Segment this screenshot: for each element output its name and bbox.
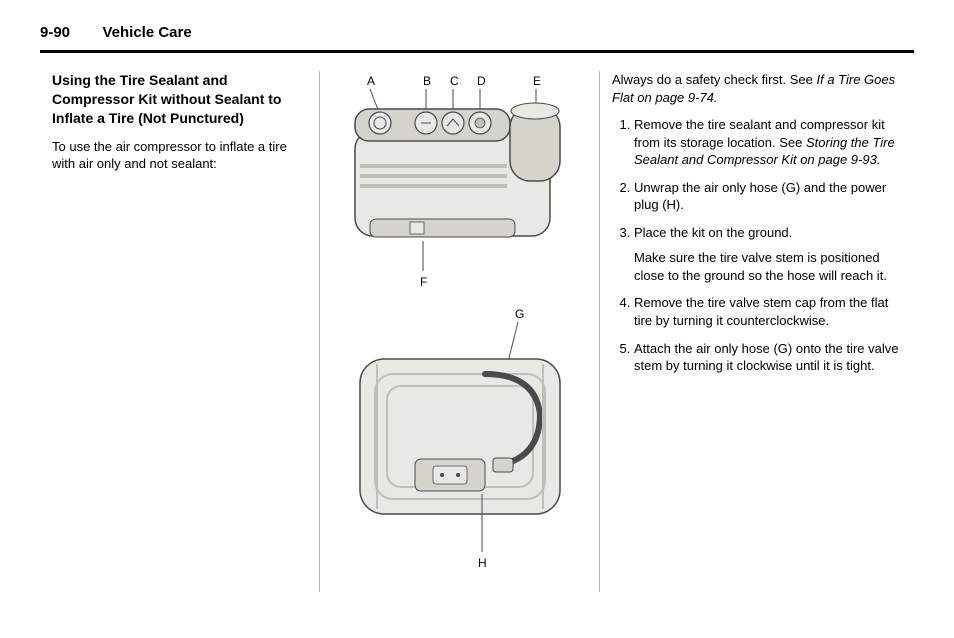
label-e: E: [533, 74, 541, 88]
step-3: Place the kit on the ground. Make sure t…: [634, 224, 902, 285]
label-f: F: [420, 275, 427, 289]
page-header: 9-90 Vehicle Care: [40, 24, 914, 53]
step-2: Unwrap the air only hose (G) and the pow…: [634, 179, 902, 214]
body-text: To use the air compressor to inflate a t…: [52, 138, 307, 173]
compressor-bottom-diagram: G H: [335, 304, 585, 584]
label-b: B: [423, 74, 431, 88]
label-h: H: [478, 556, 487, 570]
left-column: Using the Tire Sealant and Compressor Ki…: [40, 71, 320, 592]
intro-text: Always do a safety check first. See If a…: [612, 71, 902, 106]
subheading: Using the Tire Sealant and Compressor Ki…: [52, 71, 307, 128]
step-4: Remove the tire valve stem cap from the …: [634, 294, 902, 329]
steps-list: Remove the tire sealant and compressor k…: [612, 116, 902, 375]
content-columns: Using the Tire Sealant and Compressor Ki…: [40, 71, 914, 592]
label-a: A: [367, 74, 375, 88]
compressor-top-diagram: A B C D E: [335, 71, 585, 296]
step-3b: Make sure the tire valve stem is positio…: [634, 249, 902, 284]
step-1: Remove the tire sealant and compressor k…: [634, 116, 902, 169]
right-column: Always do a safety check first. See If a…: [600, 71, 914, 592]
label-c: C: [450, 74, 459, 88]
intro-plain: Always do a safety check first. See: [612, 72, 816, 87]
manual-page: 9-90 Vehicle Care Using the Tire Sealant…: [0, 0, 954, 616]
step-5: Attach the air only hose (G) onto the ti…: [634, 340, 902, 375]
section-title: Vehicle Care: [102, 24, 191, 41]
page-number: 9-90: [40, 24, 70, 41]
label-g: G: [515, 307, 524, 321]
label-d: D: [477, 74, 486, 88]
middle-column: A B C D E: [320, 71, 600, 592]
step-3a: Place the kit on the ground.: [634, 225, 792, 240]
